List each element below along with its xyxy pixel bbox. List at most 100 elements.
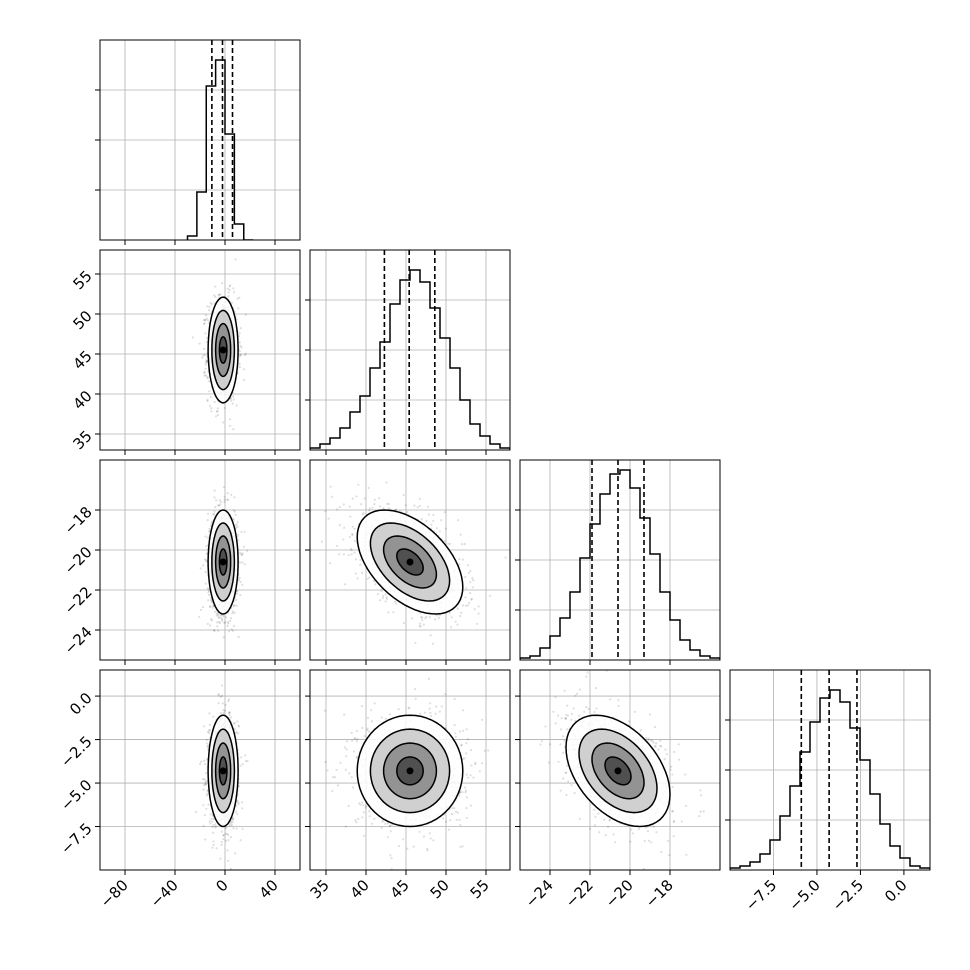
scatter-point — [204, 314, 208, 317]
scatter-point — [220, 694, 224, 697]
scatter-point — [201, 356, 204, 359]
scatter-point — [443, 540, 446, 543]
scatter-point — [208, 530, 211, 533]
scatter-point — [205, 772, 208, 775]
scatter-point — [373, 498, 376, 501]
scatter-point — [202, 824, 205, 828]
scatter-point — [233, 722, 236, 725]
scatter-point — [232, 287, 235, 290]
scatter-point — [221, 618, 224, 621]
scatter-point — [466, 604, 469, 607]
scatter-point — [359, 563, 362, 567]
scatter-point — [232, 428, 235, 431]
scatter-point — [240, 530, 243, 534]
scatter-point — [219, 712, 222, 715]
scatter-point — [219, 503, 222, 506]
scatter-point — [224, 839, 228, 843]
scatter-point — [233, 496, 236, 499]
scatter-point — [348, 536, 351, 539]
scatter-point — [326, 769, 329, 772]
scatter-point — [210, 599, 213, 602]
scatter-point — [450, 626, 453, 629]
scatter-point — [223, 406, 226, 410]
scatter-point — [382, 594, 385, 598]
scatter-point — [210, 601, 213, 604]
scatter-point — [205, 363, 208, 366]
scatter-point — [359, 558, 362, 562]
scatter-point — [239, 354, 243, 357]
scatter-point — [231, 402, 234, 405]
y-tick-label: 40 — [69, 387, 95, 413]
scatter-point — [213, 629, 216, 632]
panel-content — [191, 258, 247, 431]
scatter-point — [368, 507, 371, 510]
panel-2-1 — [305, 459, 511, 665]
scatter-point — [424, 617, 427, 620]
scatter-point — [195, 810, 198, 814]
scatter-point — [464, 604, 467, 607]
scatter-point — [203, 759, 206, 762]
scatter-point — [465, 752, 468, 755]
scatter-point — [246, 760, 249, 763]
scatter-point — [209, 396, 212, 399]
scatter-point — [226, 624, 229, 628]
scatter-point — [220, 830, 223, 833]
panel-frame — [99, 669, 301, 871]
scatter-point — [418, 504, 421, 508]
scatter-point — [221, 619, 224, 622]
scatter-point — [202, 322, 206, 326]
scatter-point — [233, 510, 236, 513]
scatter-point — [211, 826, 214, 829]
scatter-point — [229, 836, 232, 839]
scatter-point — [209, 813, 212, 816]
scatter-point — [230, 399, 233, 402]
scatter-point — [357, 817, 360, 821]
scatter-point — [237, 533, 240, 537]
scatter-point — [215, 847, 218, 850]
scatter-point — [465, 728, 468, 731]
grid — [100, 670, 300, 870]
scatter-point — [336, 508, 339, 511]
x-tick-label: 0 — [212, 876, 231, 895]
panel-1-1 — [305, 249, 511, 455]
scatter-point — [468, 601, 471, 605]
scatter-point — [210, 303, 213, 306]
scatter-point — [229, 284, 232, 287]
scatter-point — [203, 347, 206, 350]
scatter-point — [244, 352, 247, 355]
scatter-point — [246, 549, 249, 552]
scatter-point — [223, 500, 226, 503]
scatter-point — [244, 759, 248, 763]
y-tick-label: 35 — [69, 427, 95, 453]
density-peak — [219, 558, 227, 566]
scatter-point — [467, 564, 470, 567]
scatter-point — [217, 616, 220, 619]
scatter-point — [191, 336, 194, 339]
scatter-point — [242, 545, 245, 548]
scatter-point — [459, 823, 462, 827]
scatter-point — [368, 810, 371, 813]
scatter-point — [241, 763, 244, 766]
scatter-point — [241, 552, 244, 555]
scatter-point — [381, 820, 384, 823]
scatter-point — [232, 605, 235, 608]
scatter-point — [208, 723, 211, 726]
scatter-point — [324, 510, 327, 513]
scatter-point — [448, 611, 451, 615]
scatter-point — [412, 845, 415, 848]
scatter-point — [429, 702, 432, 705]
scatter-point — [208, 624, 212, 627]
scatter-point — [463, 542, 466, 546]
scatter-point — [464, 791, 467, 794]
scatter-point — [204, 780, 208, 783]
scatter-point — [443, 510, 446, 514]
scatter-point — [238, 362, 241, 365]
scatter-point — [372, 580, 376, 583]
scatter-point — [458, 818, 461, 822]
scatter-point — [406, 847, 409, 850]
scatter-point — [243, 378, 246, 381]
scatter-point — [210, 522, 213, 525]
scatter-point — [205, 559, 208, 562]
scatter-point — [204, 783, 207, 786]
scatter-point — [373, 817, 376, 820]
